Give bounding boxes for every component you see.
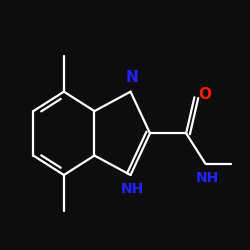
Text: N: N [126, 70, 138, 85]
Text: O: O [198, 87, 211, 102]
Text: NH: NH [120, 182, 144, 196]
Text: NH: NH [195, 171, 218, 185]
